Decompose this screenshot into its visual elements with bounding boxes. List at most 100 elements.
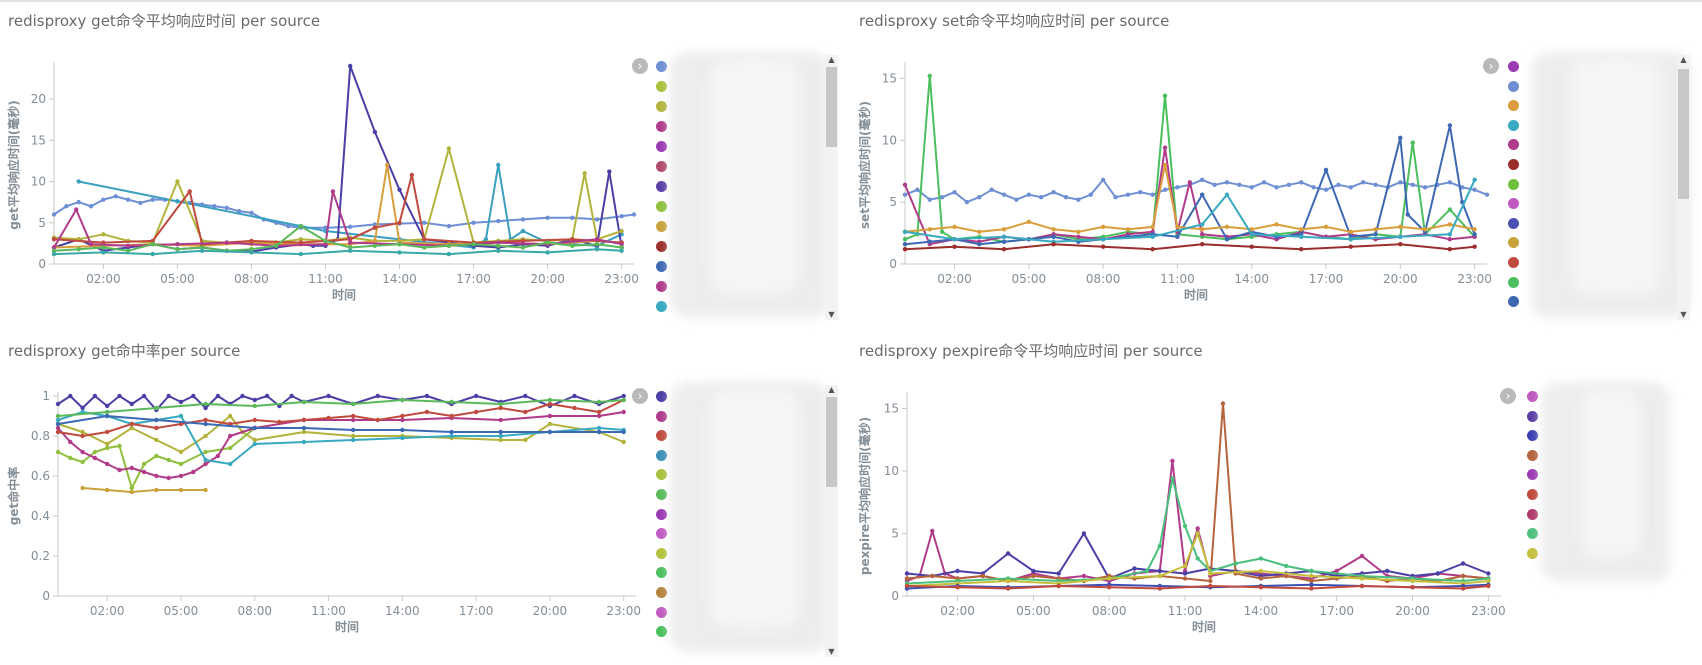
scroll-down-icon[interactable]: ▼ [1680, 310, 1687, 319]
data-point[interactable] [446, 251, 452, 257]
data-point[interactable] [101, 245, 106, 250]
data-point[interactable] [545, 240, 550, 245]
series-line[interactable] [904, 179, 1476, 243]
series-line[interactable] [904, 124, 1476, 246]
scroll-up-icon[interactable]: ▲ [1680, 55, 1687, 64]
data-point[interactable] [203, 449, 208, 455]
data-point[interactable] [76, 199, 81, 205]
data-point[interactable] [154, 453, 159, 459]
legend-item-dot[interactable] [656, 101, 667, 112]
data-point[interactable] [1150, 224, 1155, 230]
data-point[interactable] [203, 433, 208, 439]
data-point[interactable] [166, 457, 171, 463]
data-point[interactable] [1309, 586, 1314, 591]
data-point[interactable] [227, 413, 233, 419]
data-point[interactable] [1224, 224, 1230, 230]
data-point[interactable] [619, 228, 624, 234]
data-point[interactable] [1125, 192, 1131, 197]
data-point[interactable] [1398, 180, 1403, 185]
data-point[interactable] [520, 217, 526, 222]
data-point[interactable] [1410, 578, 1415, 584]
data-point[interactable] [1299, 246, 1304, 252]
data-point[interactable] [498, 433, 503, 439]
legend-scrollbar[interactable]: ▲ ▼ [1677, 55, 1690, 320]
data-point[interactable] [1224, 180, 1230, 185]
data-point[interactable] [471, 242, 476, 247]
data-point[interactable] [473, 393, 479, 399]
scroll-thumb[interactable] [1678, 69, 1689, 199]
data-point[interactable] [471, 220, 476, 225]
data-point[interactable] [1422, 227, 1428, 232]
data-point[interactable] [1286, 182, 1292, 187]
legend-item-dot[interactable] [1508, 100, 1519, 112]
series-line[interactable] [78, 164, 623, 249]
data-point[interactable] [350, 401, 356, 407]
scroll-down-icon[interactable]: ▼ [828, 647, 835, 656]
data-point[interactable] [125, 197, 131, 202]
data-point[interactable] [939, 229, 945, 235]
data-point[interactable] [101, 250, 106, 255]
data-point[interactable] [400, 417, 405, 423]
data-point[interactable] [1410, 140, 1415, 145]
data-point[interactable] [55, 449, 61, 455]
data-point[interactable] [227, 433, 233, 439]
legend-item-dot[interactable] [656, 181, 667, 192]
series-line[interactable] [904, 164, 1475, 233]
data-point[interactable] [150, 251, 155, 257]
data-point[interactable] [621, 409, 626, 415]
data-point[interactable] [621, 397, 626, 403]
data-point[interactable] [955, 585, 960, 590]
data-point[interactable] [473, 409, 479, 415]
data-point[interactable] [375, 417, 380, 423]
data-point[interactable] [1170, 476, 1175, 481]
data-point[interactable] [104, 409, 110, 415]
legend-item-dot[interactable] [656, 281, 667, 292]
data-point[interactable] [927, 239, 932, 244]
data-point[interactable] [372, 243, 378, 249]
data-point[interactable] [166, 393, 171, 399]
data-point[interactable] [483, 237, 489, 242]
legend-item-dot[interactable] [656, 606, 667, 618]
data-point[interactable] [930, 573, 935, 579]
data-point[interactable] [1051, 234, 1056, 239]
data-point[interactable] [1175, 234, 1180, 239]
data-point[interactable] [350, 437, 356, 443]
data-point[interactable] [1162, 162, 1168, 168]
data-point[interactable] [631, 212, 637, 217]
data-point[interactable] [1249, 232, 1254, 237]
data-point[interactable] [1237, 182, 1242, 187]
data-point[interactable] [952, 237, 957, 242]
data-point[interactable] [1309, 573, 1314, 579]
data-point[interactable] [989, 187, 994, 192]
legend-item-dot[interactable] [656, 61, 667, 72]
data-point[interactable] [498, 401, 503, 407]
data-point[interactable] [1373, 182, 1378, 187]
data-point[interactable] [498, 437, 503, 443]
data-point[interactable] [1208, 571, 1213, 576]
data-point[interactable] [400, 435, 405, 441]
data-point[interactable] [154, 437, 159, 443]
data-point[interactable] [1323, 187, 1329, 192]
data-point[interactable] [330, 189, 336, 194]
data-point[interactable] [55, 401, 61, 407]
data-point[interactable] [80, 429, 85, 435]
data-point[interactable] [1100, 244, 1106, 249]
data-point[interactable] [400, 397, 405, 403]
data-point[interactable] [1199, 242, 1205, 247]
data-point[interactable] [498, 405, 503, 411]
data-point[interactable] [88, 204, 94, 209]
series-line[interactable] [906, 402, 1489, 582]
data-point[interactable] [104, 403, 110, 409]
legend-scrollbar[interactable]: ▲ ▼ [825, 55, 838, 320]
data-point[interactable] [154, 405, 159, 411]
data-point[interactable] [1274, 222, 1279, 227]
data-point[interactable] [249, 246, 254, 252]
legend-item-dot[interactable] [656, 81, 667, 92]
data-point[interactable] [1157, 573, 1162, 579]
data-point[interactable] [1398, 242, 1403, 247]
data-point[interactable] [1359, 553, 1365, 559]
data-point[interactable] [125, 243, 131, 249]
scroll-thumb[interactable] [826, 67, 837, 147]
data-point[interactable] [1138, 190, 1143, 195]
legend-item-dot[interactable] [656, 241, 667, 252]
